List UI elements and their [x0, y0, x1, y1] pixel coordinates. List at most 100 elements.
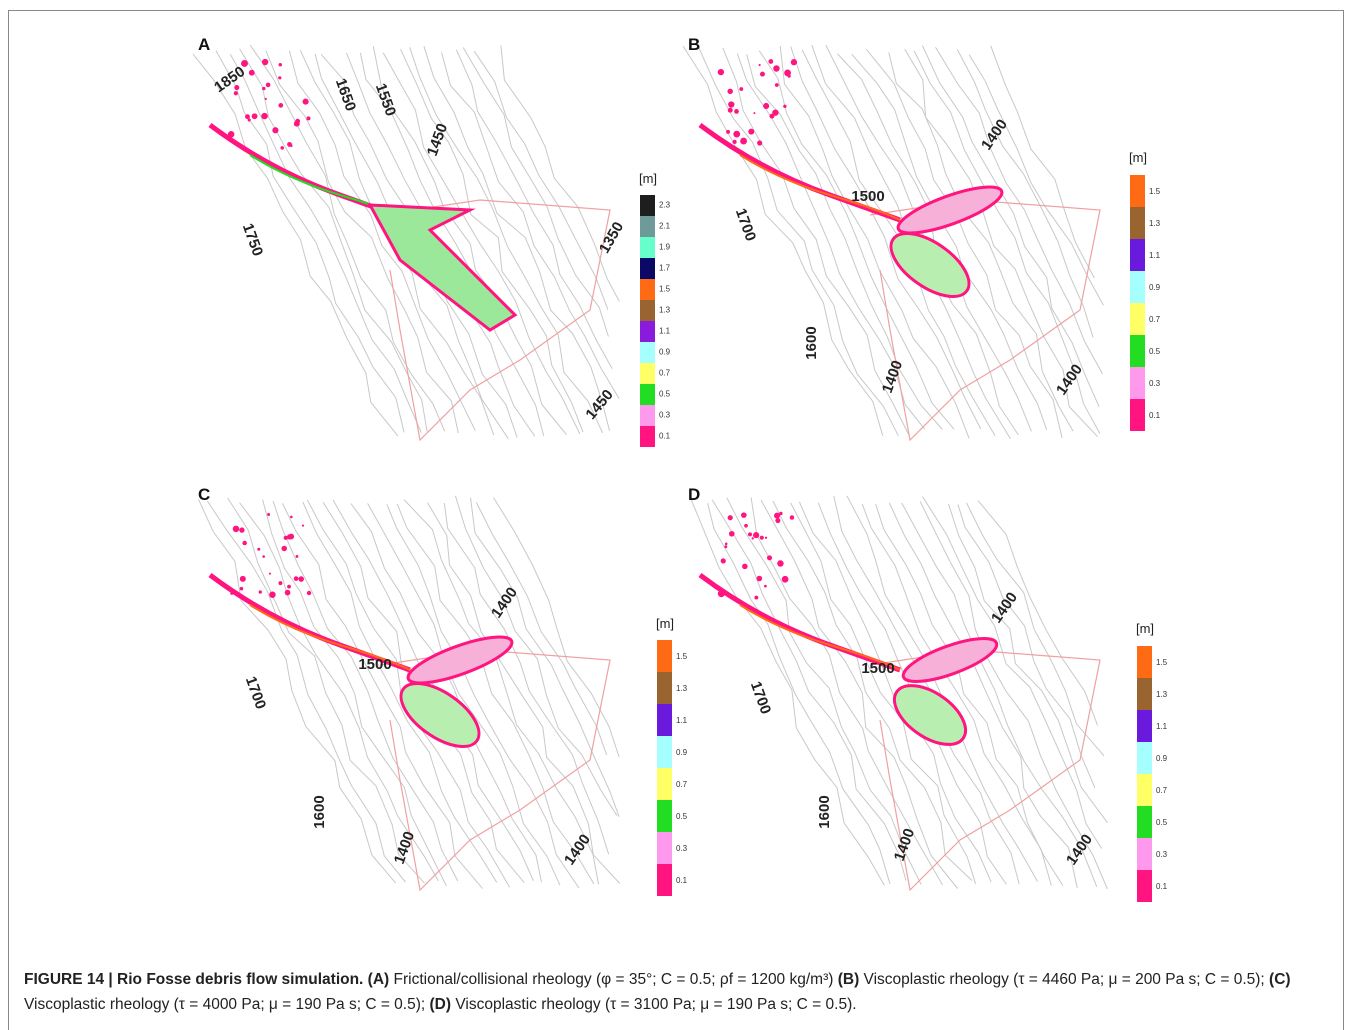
debris-spot	[757, 140, 763, 146]
debris-spot	[717, 590, 725, 598]
contour-label: 1850	[211, 63, 248, 96]
debris-spot	[295, 555, 299, 558]
legend-swatch	[640, 195, 655, 216]
contour-label: 1450	[582, 386, 616, 422]
debris-spot	[781, 575, 789, 583]
legend-swatch	[1137, 646, 1152, 678]
legend-swatch	[1137, 742, 1152, 774]
contour-line	[957, 504, 1096, 788]
debris-spot	[257, 547, 261, 551]
debris-spot	[734, 109, 739, 114]
legend-tick-label: 0.9	[659, 348, 671, 357]
caption-segment: Viscoplastic rheology (τ = 3100 Pa; μ = …	[451, 996, 857, 1013]
contour-label: 1550	[372, 81, 399, 118]
debris-spot	[264, 97, 267, 101]
contour-line	[206, 500, 406, 883]
debris-spot	[775, 518, 781, 524]
contour-line	[977, 500, 1099, 726]
catchment-outline	[869, 649, 1101, 892]
contour-line	[948, 503, 1108, 824]
contour-line	[462, 47, 609, 337]
debris-spot	[748, 128, 755, 135]
legend-swatch	[657, 864, 672, 896]
legend-swatch	[1130, 367, 1145, 399]
legend-tick-label: 0.9	[676, 748, 688, 757]
contour-line	[359, 52, 545, 436]
debris-spot	[233, 91, 238, 96]
debris-spot	[764, 536, 768, 539]
contour-line	[746, 54, 943, 430]
contour-line	[227, 497, 425, 884]
legend-unit: [m]	[656, 616, 674, 631]
contour-label: 1500	[358, 656, 391, 673]
debris-channel	[698, 572, 901, 673]
caption-segment: FIGURE 14 | Rio Fosse debris flow simula…	[24, 971, 364, 988]
debris-spot	[287, 584, 291, 589]
caption-segment: (C)	[1264, 971, 1291, 988]
contour-line	[790, 502, 977, 884]
contour-line	[493, 497, 620, 758]
debris-spot	[724, 545, 728, 549]
debris-spot	[290, 144, 293, 148]
debris-spot	[756, 575, 763, 582]
contour-line	[282, 503, 483, 889]
legend-tick-label: 0.9	[1156, 754, 1168, 763]
legend-tick-label: 0.3	[1149, 379, 1161, 388]
legend-tick-label: 0.7	[676, 780, 688, 789]
contour-line	[382, 52, 581, 435]
contour-label: 1400	[891, 826, 918, 863]
contour-line	[690, 498, 885, 886]
contour-label: 1500	[861, 660, 894, 677]
legend-tick-label: 0.9	[1149, 283, 1161, 292]
contour-line	[875, 504, 1064, 886]
debris-spot	[298, 576, 304, 582]
debris-spot	[768, 59, 774, 64]
map-panel: B 1400 1500 1700 1600 1400 1400 [m] 1.5 1.3 1.1 0.9…	[682, 35, 1161, 442]
debris-spot	[753, 112, 756, 115]
contour-line	[265, 50, 459, 434]
contour-label: 1650	[332, 76, 359, 113]
legend-tick-label: 0.7	[659, 369, 671, 378]
contour-line	[861, 503, 1052, 886]
legend-swatch	[1130, 175, 1145, 207]
contour-label: 1700	[747, 679, 774, 716]
contour-line	[409, 47, 604, 434]
debris-spot	[758, 63, 761, 67]
legend-tick-label: 1.5	[676, 652, 688, 661]
legend-tick-label: 1.1	[659, 327, 671, 336]
debris-spot	[720, 558, 726, 564]
contour-label: 1750	[239, 221, 266, 258]
debris-spot	[242, 540, 247, 546]
debris-spot	[268, 572, 271, 575]
contour-line	[990, 45, 1095, 279]
contour-line	[913, 50, 1101, 434]
debris-spot	[717, 68, 725, 76]
legend-tick-label: 0.5	[659, 390, 671, 399]
legend-tick-label: 1.9	[659, 243, 671, 252]
debris-lobe	[901, 637, 999, 683]
contour-line	[473, 51, 609, 310]
contour-line	[935, 47, 1103, 375]
contour-line	[722, 47, 910, 435]
contour-line	[919, 501, 1108, 890]
legend-unit: [m]	[1136, 621, 1154, 636]
debris-spot	[278, 581, 283, 586]
legend-swatch	[1137, 870, 1152, 902]
debris-spot	[247, 118, 251, 122]
contour-line	[851, 53, 1048, 430]
legend-tick-label: 0.3	[676, 844, 688, 853]
figure-frame	[8, 10, 1344, 1030]
contour-line	[272, 501, 459, 882]
contour-line	[866, 48, 1063, 438]
legend-tick-label: 0.1	[1156, 882, 1168, 891]
caption-segment: (B)	[833, 971, 860, 988]
debris-lobe	[406, 635, 514, 685]
legend-tick-label: 1.3	[1156, 690, 1168, 699]
debris-spot	[728, 101, 735, 108]
debris-spot	[248, 69, 255, 76]
legend-swatch	[1137, 838, 1152, 870]
legend-tick-label: 0.7	[1149, 315, 1161, 324]
debris-spot	[290, 515, 293, 519]
legend-tick-label: 1.5	[1149, 187, 1161, 196]
